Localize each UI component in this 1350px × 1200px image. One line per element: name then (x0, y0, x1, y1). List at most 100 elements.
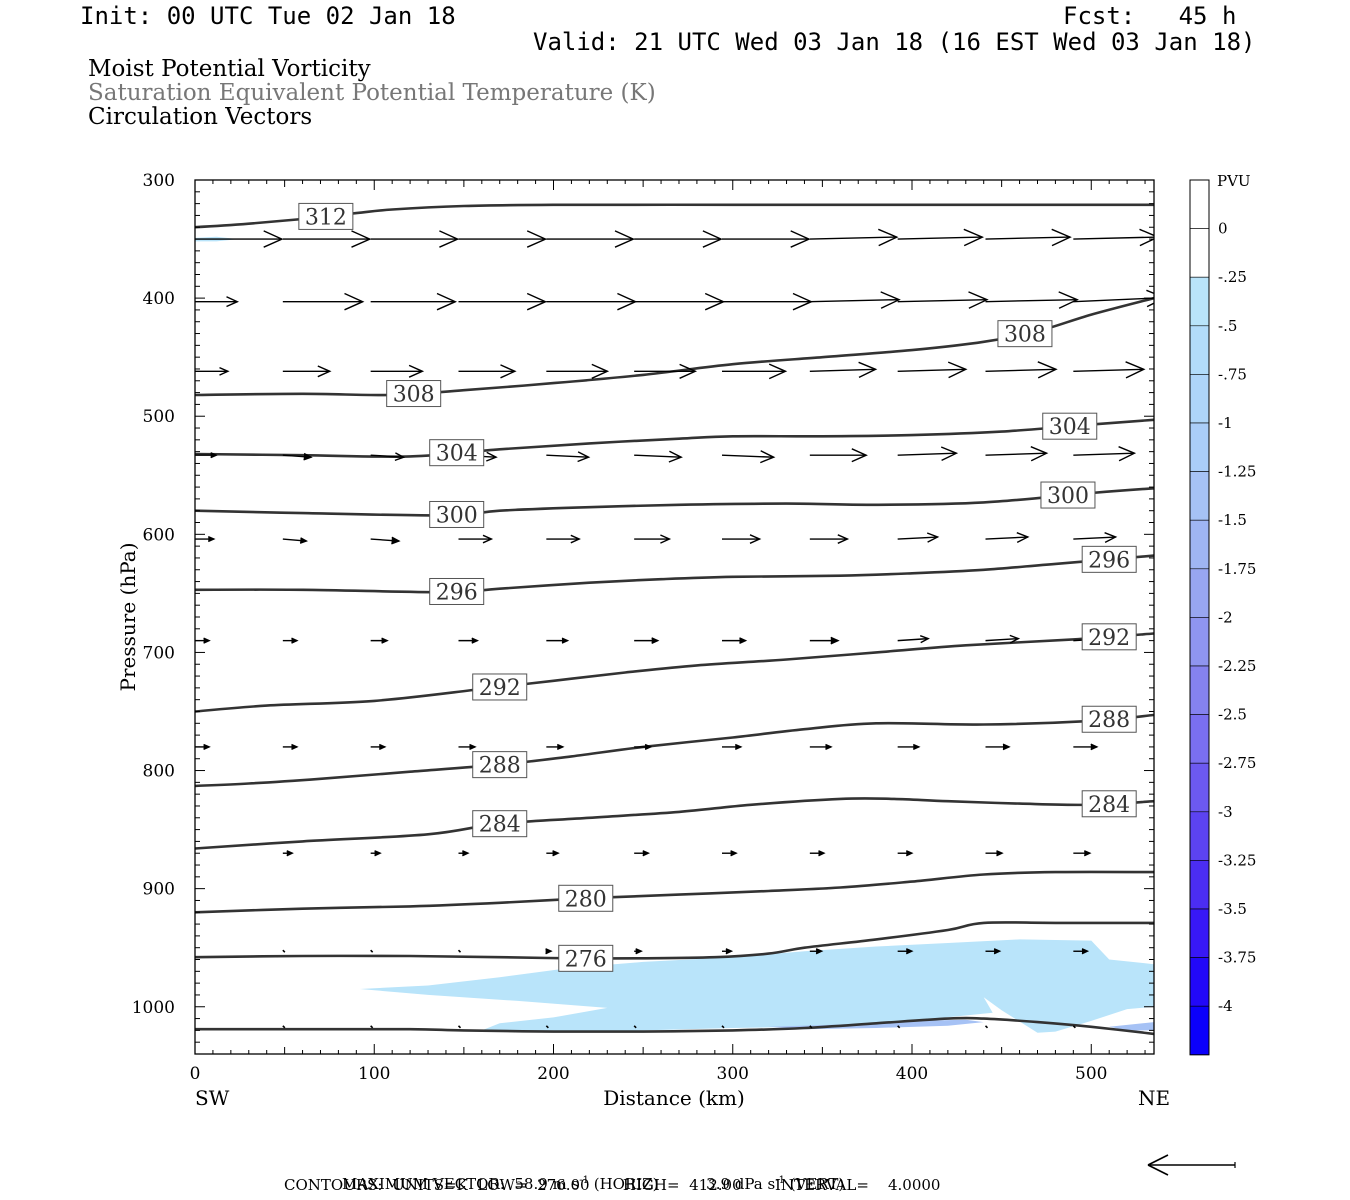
circulation-vector (282, 365, 332, 378)
circulation-vector (897, 948, 914, 955)
circulation-vector (985, 446, 1049, 462)
contour-label-box (1081, 623, 1137, 651)
max-vector-sup2: -1 (775, 1175, 785, 1186)
circulation-vector (984, 1025, 989, 1029)
contour-label: 288 (479, 754, 521, 779)
y-tick-label: 500 (143, 407, 175, 427)
colorbar-label: -2.75 (1218, 754, 1256, 772)
circulation-vector (458, 743, 477, 751)
theta-contour-292 (195, 632, 1154, 713)
max-vector-end: (VERT) (784, 1175, 845, 1193)
circulation-vector (809, 448, 868, 463)
contour-label: 284 (1088, 793, 1130, 818)
colorbar-swatch (1189, 228, 1210, 278)
circulation-vector (282, 537, 309, 544)
circulation-vector (809, 850, 826, 857)
circulation-vector (985, 228, 1072, 247)
colorbar-label: -3.75 (1218, 949, 1256, 967)
circulation-vector (634, 948, 643, 955)
circulation-vector (457, 1025, 462, 1029)
circulation-vector (897, 743, 921, 751)
circulation-vector (985, 634, 1021, 644)
circulation-vector (282, 452, 313, 461)
circulation-vector (897, 291, 989, 309)
x-tick-label: 100 (358, 1064, 390, 1084)
colorbar-swatch (1189, 1005, 1210, 1056)
theta-contour-296 (195, 554, 1154, 594)
y-tick-label: 900 (143, 880, 175, 900)
circulation-vector (546, 363, 610, 379)
max-vector-sup: -1 (579, 1175, 589, 1186)
colorbar-swatch (1189, 665, 1210, 715)
circulation-vector (1072, 1025, 1076, 1029)
circulation-vector (370, 743, 387, 751)
circulation-vector (458, 637, 480, 644)
colorbar-swatch (1189, 179, 1210, 229)
colorbar-label: -4 (1218, 997, 1233, 1015)
contour-label: 276 (565, 947, 607, 972)
contour-label-box (1081, 705, 1137, 733)
contour-label-box (472, 810, 528, 838)
circulation-vector (195, 452, 218, 459)
circulation-vector (370, 536, 401, 545)
circulation-vector (809, 361, 878, 379)
circulation-vector (897, 446, 959, 462)
contour-label: 292 (1088, 626, 1130, 651)
colorbar-label: -1.5 (1218, 511, 1247, 529)
circulation-vector (458, 850, 470, 857)
max-vector-line: MAXIMUM VECTOR: 58.9 m s-1 (HORIZ) 3.9 d… (342, 1157, 844, 1193)
colorbar-swatch (1189, 471, 1210, 521)
circulation-vector (722, 637, 748, 644)
valid-time: Valid: 21 UTC Wed 03 Jan 18 (16 EST Wed … (533, 28, 1256, 56)
colorbar-frame (1189, 179, 1210, 1056)
pv-region (359, 939, 1154, 1033)
circulation-vector (634, 292, 726, 311)
forecast-hour: Fcst: 45 h (1063, 2, 1237, 30)
x-tick-label: 200 (537, 1064, 569, 1084)
circulation-vector (985, 948, 1002, 955)
contour-label-box (472, 673, 528, 701)
x-tick-label: 500 (1075, 1064, 1107, 1084)
circulation-vector (1073, 446, 1137, 462)
colorbar-label: -.75 (1218, 365, 1247, 383)
circulation-vector (634, 363, 698, 379)
circulation-vector (985, 850, 1004, 857)
colorbar-swatch (1189, 908, 1210, 958)
contour-labels: 312 308 308 304 304 300 300 296 296 292 292 288 288 2… (298, 202, 1137, 972)
contours-info-line: CONTOURS: UNITS=K LOW= 276.00 HIGH= 412.… (284, 1176, 941, 1194)
axis-ticks: 300 400 500 600 700 800 900 1000 0 100 200 300 400 50… (132, 171, 1154, 1084)
circulation-vector (809, 228, 899, 247)
colorbar-swatch (1189, 617, 1210, 667)
circulation-vector (1073, 850, 1092, 857)
circulation-vector (897, 1025, 901, 1029)
circulation-vector (458, 534, 494, 544)
colorbar-label: -1.25 (1218, 463, 1256, 481)
circulation-vector (370, 452, 406, 462)
contour-label: 280 (565, 887, 607, 912)
colorbar-swatch (1189, 374, 1210, 424)
circulation-vector (282, 743, 299, 751)
contour-label-box (1040, 481, 1096, 509)
colorbar-label: -3 (1218, 803, 1233, 821)
circulation-vector (282, 949, 286, 953)
theta-contour-surface (195, 1016, 1154, 1036)
y-tick-label: 300 (143, 171, 175, 191)
colorbar-swatch (1189, 325, 1210, 375)
circulation-vector (545, 1025, 549, 1029)
circulation-vector (1073, 228, 1154, 247)
colorbar-unit: PVU (1217, 172, 1251, 190)
circulation-vector (370, 949, 374, 953)
contour-label: 296 (436, 580, 478, 605)
circulation-vector (633, 1025, 637, 1029)
circulation-vector (722, 948, 734, 955)
circulation-vector (809, 534, 850, 544)
contour-label-box (429, 500, 485, 528)
circulation-vector (722, 534, 762, 544)
colorbar-swatch (1189, 422, 1210, 472)
contour-label-box (298, 202, 354, 230)
contour-label-box (1081, 790, 1137, 818)
contour-label: 296 (1088, 548, 1130, 573)
init-time: Init: 00 UTC Tue 02 Jan 18 (80, 2, 456, 30)
colorbar-swatch (1189, 811, 1210, 861)
